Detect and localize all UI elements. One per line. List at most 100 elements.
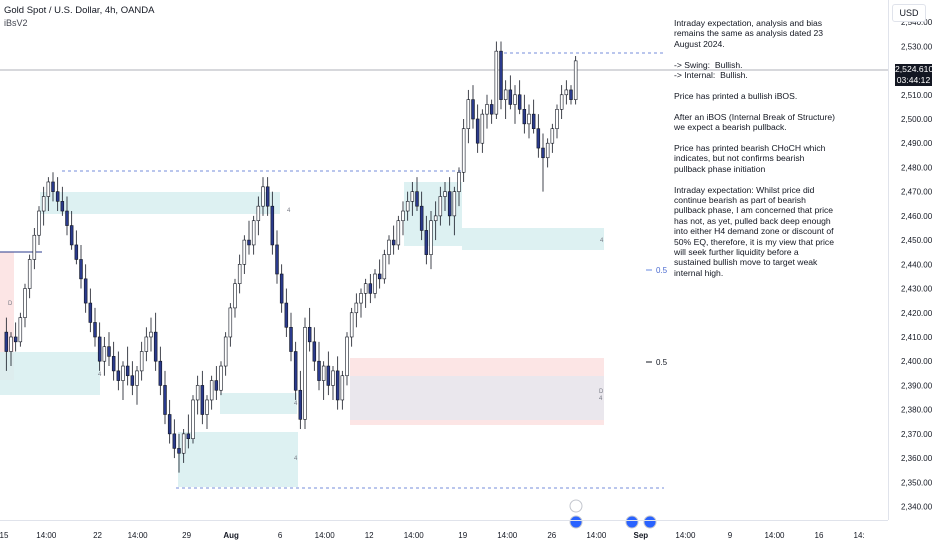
candle [102, 336, 107, 376]
y-tick-label: 2,500.000 [901, 115, 932, 124]
candle-body [107, 346, 111, 357]
candle-body [331, 370, 335, 386]
calendar-event-icon [643, 515, 657, 529]
candle [494, 41, 499, 119]
candle [13, 322, 18, 352]
candle-body [401, 210, 405, 222]
candle-body [503, 89, 508, 100]
candle-body [18, 317, 23, 343]
candle-body [363, 283, 368, 294]
candle [247, 220, 251, 255]
candle-body [13, 336, 18, 343]
x-tick-label: 6 [278, 531, 283, 540]
candle [74, 230, 79, 265]
candle-body [536, 128, 541, 149]
candle-body [485, 104, 489, 115]
candle [125, 346, 130, 386]
candle [195, 375, 200, 415]
y-tick-label: 2,370.000 [901, 430, 932, 439]
candle [349, 307, 354, 347]
x-tick-label: 14:00 [128, 531, 149, 540]
candle [97, 322, 102, 371]
candle-body [167, 414, 172, 435]
candle-body [349, 312, 354, 338]
y-tick-label: 2,390.000 [901, 381, 932, 390]
candle-body [46, 181, 51, 197]
candle-body [293, 351, 298, 391]
candle-body [471, 99, 475, 120]
candle [177, 433, 181, 473]
price-axis[interactable]: 2,540.000 2,530.000 2,510.000 2,500.000 2,49… [888, 0, 932, 520]
candle-body [265, 186, 270, 207]
candle [345, 332, 349, 386]
candle-body [321, 365, 326, 381]
candle [214, 366, 219, 400]
candle [219, 361, 223, 396]
candle-body [23, 288, 27, 318]
candle [200, 370, 205, 425]
candle-body [382, 254, 387, 280]
y-tick-label: 2,530.000 [901, 42, 932, 51]
candle [111, 341, 116, 381]
candle [116, 351, 121, 391]
y-tick-label: 2,350.000 [901, 478, 932, 487]
y-tick-label: 2,400.000 [901, 357, 932, 366]
candle [270, 191, 275, 255]
candle-body [130, 375, 135, 386]
x-tick-label: 14:00 [764, 531, 785, 540]
candle-body [452, 191, 457, 217]
candle-body [200, 385, 205, 415]
candle [391, 225, 396, 255]
candle-body [433, 215, 438, 222]
candle-body [116, 370, 121, 381]
candle-body [32, 234, 37, 260]
chart-header: Gold Spot / U.S. Dollar, 4h, OANDA iBsV2 [4, 5, 154, 29]
candle [65, 196, 69, 236]
candle-body [247, 239, 251, 246]
candle [32, 227, 37, 270]
candle [485, 94, 489, 129]
candle [471, 85, 475, 129]
zone-3 [220, 393, 297, 414]
x-tick-label: 14:00 [586, 531, 607, 540]
candle-body [447, 191, 452, 217]
candle [284, 288, 289, 337]
eq-label: 0.5 [656, 266, 668, 275]
x-tick-label: 14:00 [404, 531, 425, 540]
candle [144, 327, 149, 362]
candle [522, 94, 527, 134]
y-tick-label: 2,420.000 [901, 309, 932, 318]
candle [317, 341, 321, 391]
candle [223, 332, 228, 376]
candle-body [153, 331, 158, 362]
currency-button[interactable]: USD [892, 4, 926, 22]
candle-body [37, 210, 41, 236]
candle [480, 109, 485, 153]
candle-body [88, 302, 93, 323]
candle-body [373, 273, 377, 294]
candle-body [429, 220, 433, 255]
time-axis[interactable]: 15 14:00 22 14:00 29 Aug 6 14:00 12 14:00 19 14:00 2… [0, 520, 888, 551]
candle-body [163, 385, 167, 415]
y-tick-label: 2,410.000 [901, 333, 932, 342]
candle [79, 244, 83, 289]
candle-body [289, 326, 293, 352]
candle [121, 361, 125, 400]
candle [499, 41, 503, 110]
candle [429, 211, 433, 270]
candle [536, 114, 541, 158]
candle [424, 215, 429, 265]
y-tick-label: 2,490.000 [901, 139, 932, 148]
candle-body [102, 346, 107, 362]
candle [354, 293, 359, 328]
candle-body [233, 283, 237, 309]
candle [158, 346, 163, 396]
candle [130, 361, 135, 396]
candle [167, 399, 172, 444]
candle-body [573, 60, 578, 100]
candle [452, 186, 457, 236]
candle [303, 317, 307, 430]
candle [559, 85, 564, 119]
calendar-event-icon [625, 515, 639, 529]
